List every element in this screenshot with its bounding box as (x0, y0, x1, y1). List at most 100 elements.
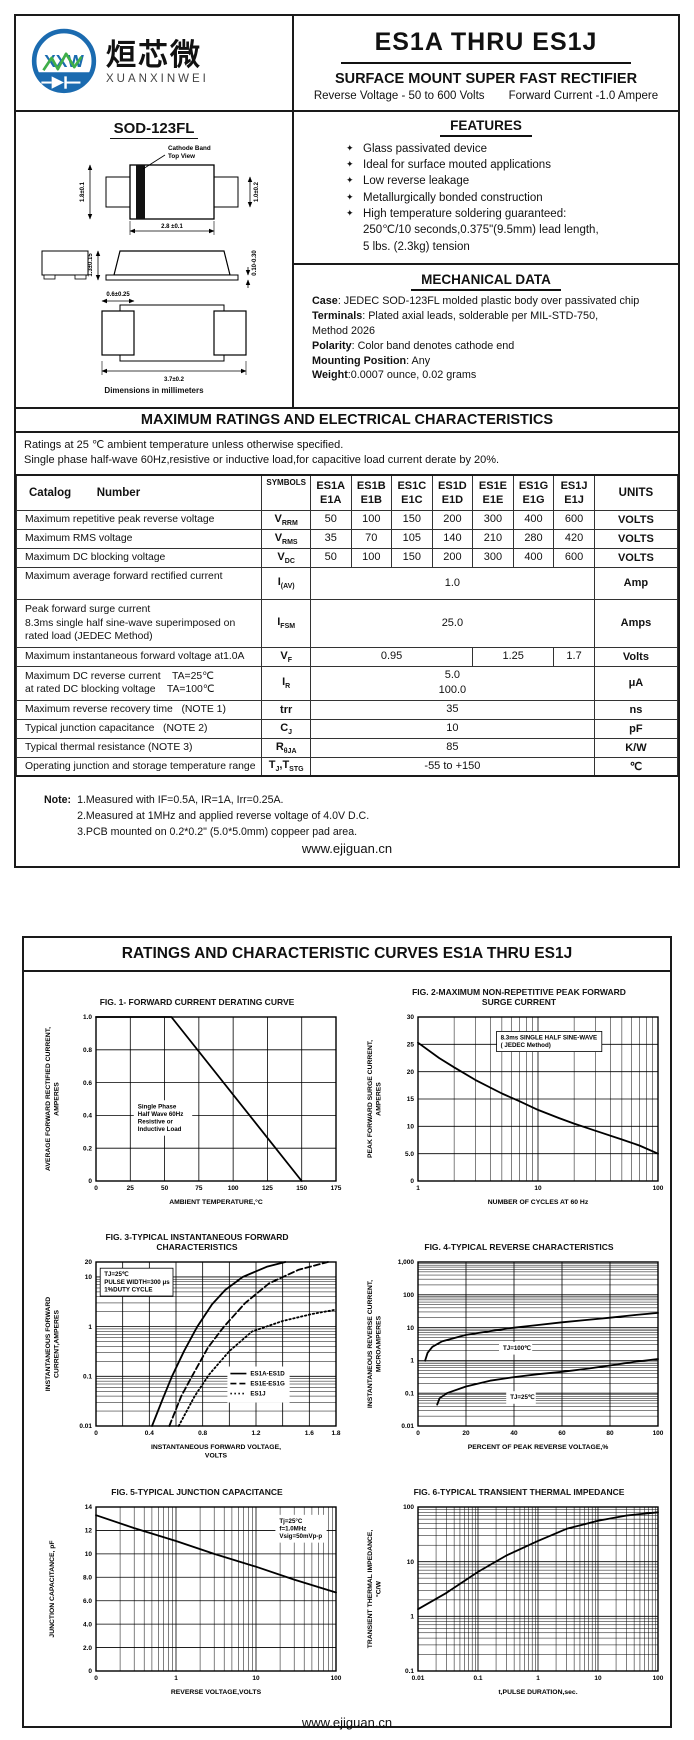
symbol-cell: IFSM (261, 598, 311, 648)
unit-cell: Volts (593, 646, 679, 667)
feature-item: ✦ High temperature soldering guaranteed: (346, 206, 670, 222)
svg-text:150: 150 (296, 1185, 307, 1192)
units-header: UNITS (593, 474, 679, 511)
cathode-band-callout-line2: Top View (168, 153, 195, 160)
svg-text:0.8: 0.8 (83, 1047, 92, 1054)
mechanical-data-value: : Color band denotes cathode end (351, 339, 515, 352)
svg-text:0.1: 0.1 (405, 1668, 414, 1675)
series-Zth (417, 1511, 659, 1611)
svg-text:Half Wave 60Hz: Half Wave 60Hz (138, 1111, 184, 1118)
svg-text:0.01: 0.01 (412, 1675, 425, 1682)
figure-2-chart: 8.3ms SINGLE HALF SINE-WAVE( JEDEC Metho… (366, 1009, 672, 1225)
unit-cell: ns (593, 699, 679, 720)
mechanical-data-key: Weight (312, 369, 348, 382)
feature-bullet-icon: ✦ (346, 142, 354, 153)
svg-text:1%DUTY CYCLE: 1%DUTY CYCLE (104, 1286, 152, 1293)
diode-icon (51, 76, 64, 89)
cathode-band (136, 164, 145, 219)
dim-lead-width: 1.0±0.2 (254, 181, 260, 202)
forward-current-rating: Forward Current -1.0 Ampere (508, 89, 659, 102)
table-row: Peak forward surge current 8.3ms single h… (15, 598, 679, 648)
value-cell: 85 (309, 737, 595, 758)
svg-text:5.0: 5.0 (405, 1151, 414, 1158)
svg-text:0.4: 0.4 (83, 1113, 92, 1120)
model-header: ES1C E1C (391, 474, 433, 511)
value-cell: -55 to +150 (309, 756, 595, 777)
page1-footer-url: www.ejiguan.cn (301, 841, 393, 856)
svg-text:10: 10 (85, 1274, 93, 1281)
value-cell: 35 (309, 699, 595, 720)
table-row: Typical junction capacitance (NOTE 2) CJ 1… (15, 718, 679, 739)
dim-pad-width: 0.6±0.25 (106, 292, 130, 298)
symbol-cell: CJ (261, 718, 311, 739)
feature-item: 250℃/10 seconds,0.375"(9.5mm) lead lengt… (346, 222, 670, 238)
svg-text:Vsig=50mVp-p: Vsig=50mVp-p (279, 1533, 322, 1540)
feature-item: ✦ Ideal for surface mouted applications (346, 157, 670, 173)
feature-text: Metallurgically bonded construction (363, 191, 543, 204)
unit-cell: Amps (593, 598, 679, 648)
svg-text:0.1: 0.1 (83, 1374, 92, 1381)
unit-cell: VOLTS (593, 509, 679, 530)
value-cell: 150 (391, 509, 433, 530)
company-name-cn: 烜芯微 (106, 38, 202, 72)
unit-cell: K/W (593, 737, 679, 758)
symbol-cell: VRMS (261, 528, 311, 549)
dim-body-height: 1.3±0.15 (88, 252, 94, 276)
svg-text:100: 100 (653, 1185, 664, 1192)
figure-6-chart: 0.01 0.1 1 10 100 0.1 1 10 100 t,PULSE DURATION,s… (366, 1499, 672, 1715)
logo-icon: XXW (31, 28, 97, 93)
mechanical-data-key: Polarity (312, 339, 352, 352)
figure-6-title: FIG. 6-TYPICAL TRANSIENT THERMAL IMPEDAN… (413, 1487, 625, 1498)
svg-text:25: 25 (127, 1185, 135, 1192)
feature-item: ✦ Metallurgically bonded construction (346, 190, 670, 206)
svg-text:100: 100 (403, 1292, 414, 1299)
svg-text:14: 14 (85, 1504, 93, 1511)
feature-item: 5 lbs. (2.3kg) tension (346, 239, 670, 255)
mechanical-data-value: : Any (406, 354, 431, 367)
svg-text:0.01: 0.01 (79, 1423, 92, 1430)
svg-text:NUMBER OF CYCLES AT 60 Hz: NUMBER OF CYCLES AT 60 Hz (488, 1199, 589, 1206)
package-name: SOD-123FL (109, 120, 199, 139)
svg-text:TRANSIENT THERMAL IMPEDANCE,: TRANSIENT THERMAL IMPEDANCE, (367, 1530, 374, 1649)
svg-text:INSTANTANEOUS FORWARD: INSTANTANEOUS FORWARD (45, 1297, 52, 1391)
svg-text:PERCENT OF PEAK REVERSE VOLTAG: PERCENT OF PEAK REVERSE VOLTAGE,% (468, 1444, 609, 1451)
svg-text:PEAK FORWARD SURGE CURRENT,: PEAK FORWARD SURGE CURRENT, (367, 1040, 374, 1158)
svg-text:20: 20 (85, 1259, 93, 1266)
svg-text:PULSE WIDTH=300 μs: PULSE WIDTH=300 μs (104, 1279, 170, 1286)
symbol-cell: RθJA (261, 737, 311, 758)
series-Cj (95, 1514, 337, 1594)
svg-text:10: 10 (407, 1124, 415, 1131)
mechanical-data-value: Method 2026 (312, 324, 376, 337)
value-cell: 10 (309, 718, 595, 739)
mechanical-data-key: Case (312, 295, 338, 308)
svg-text:t,PULSE DURATION,sec.: t,PULSE DURATION,sec. (498, 1689, 577, 1696)
features-section: FEATURES ✦ Glass passivated device ✦ Ideal … (294, 112, 678, 263)
mechanical-data-row: Method 2026 (312, 324, 670, 339)
model-header: ES1A E1A (309, 474, 352, 511)
parameter-label: Maximum instantaneous forward voltage at… (15, 646, 263, 667)
svg-text:0: 0 (88, 1668, 92, 1675)
svg-text:0: 0 (88, 1178, 92, 1185)
feature-text: 250℃/10 seconds,0.375"(9.5mm) lead lengt… (363, 224, 599, 237)
svg-text:0: 0 (410, 1178, 414, 1185)
feature-text: Glass passivated device (363, 142, 488, 155)
mechanical-data-section: MECHANICAL DATA Case: JEDEC SOD-123FL mo… (294, 263, 678, 407)
svg-text:10: 10 (407, 1559, 415, 1566)
parameter-label: Maximum DC reverse current TA=25℃ at rate… (15, 665, 263, 701)
svg-text:f=1.0MHz: f=1.0MHz (279, 1525, 306, 1532)
svg-text:ES1E-ES1G: ES1E-ES1G (250, 1381, 285, 1388)
svg-text:1.0: 1.0 (83, 1014, 92, 1021)
series-surge (417, 1041, 659, 1155)
svg-text:1: 1 (174, 1675, 178, 1682)
svg-text:0.1: 0.1 (405, 1390, 414, 1397)
svg-text:10: 10 (594, 1675, 602, 1682)
feature-bullet-icon: ✦ (346, 159, 354, 170)
svg-text:125: 125 (262, 1185, 273, 1192)
table-row: Maximum average forward rectified curren… (15, 566, 679, 600)
parameter-label: Maximum average forward rectified curren… (15, 566, 263, 600)
figure-4-title: FIG. 4-TYPICAL REVERSE CHARACTERISTICS (424, 1242, 614, 1253)
device-description: SURFACE MOUNT SUPER FAST RECTIFIER (334, 70, 638, 87)
model-header: ES1E E1E (472, 474, 514, 511)
